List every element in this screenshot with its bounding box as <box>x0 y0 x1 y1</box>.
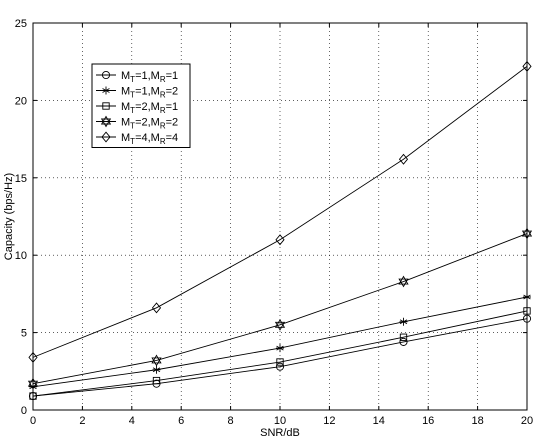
series-5 <box>28 60 532 363</box>
x-tick-label: 8 <box>228 415 234 427</box>
data-point <box>28 351 38 363</box>
data-point <box>522 314 532 323</box>
data-point <box>399 333 408 341</box>
y-axis-label: Capacity (bps/Hz) <box>3 173 15 260</box>
data-point <box>276 344 284 353</box>
x-axis-label: SNR/dB <box>260 427 300 439</box>
series-line <box>32 318 528 397</box>
data-point <box>523 292 531 301</box>
y-tick-label: 15 <box>15 173 27 185</box>
series-4 <box>27 227 533 390</box>
series-line <box>32 65 528 358</box>
x-tick-label: 10 <box>274 415 286 427</box>
legend-label: MT=2,MR=1 <box>121 101 178 115</box>
y-tick-label: 25 <box>15 18 27 30</box>
x-tick-label: 20 <box>521 415 533 427</box>
legend-label: MT=1,MR=1 <box>121 70 178 84</box>
series-group <box>27 60 533 401</box>
legend-entry: MT=2,MR=1 <box>96 101 178 115</box>
x-tick-label: 16 <box>422 415 434 427</box>
data-point <box>521 227 533 240</box>
legend-marker <box>101 70 111 80</box>
data-point <box>152 365 161 374</box>
data-point <box>399 317 408 326</box>
legend-marker <box>102 86 110 95</box>
legend-entry: MT=4,MR=4 <box>96 131 178 146</box>
x-tick-label: 6 <box>178 415 184 427</box>
axis-ticks: 0 2 4 6 8 10 12 14 16 18 20 0 5 10 15 20 25 <box>15 18 533 427</box>
legend-marker <box>100 115 112 128</box>
data-point <box>398 153 409 165</box>
data-point <box>27 377 39 390</box>
legend: MT=1,MR=1 MT=1,MR=2MT=2,MR=1 MT=2,MR=2MT=4… <box>91 63 191 148</box>
data-point <box>275 362 285 371</box>
legend-marker <box>102 102 110 110</box>
y-tick-label: 10 <box>15 250 27 262</box>
data-point <box>522 60 532 72</box>
legend-label: MT=1,MR=2 <box>121 86 178 100</box>
data-point <box>399 337 408 346</box>
series-line <box>32 310 528 397</box>
data-point <box>523 307 531 315</box>
x-tick-label: 12 <box>323 415 335 427</box>
data-point <box>151 354 162 367</box>
data-point <box>275 234 285 246</box>
legend-entry: MT=2,MR=2 <box>96 115 178 131</box>
x-tick-label: 18 <box>471 415 483 427</box>
y-tick-label: 0 <box>21 405 27 417</box>
data-point <box>274 318 286 331</box>
data-point <box>152 376 161 385</box>
y-tick-label: 20 <box>15 95 27 107</box>
legend-entry: MT=1,MR=2 <box>96 86 178 100</box>
x-tick-label: 14 <box>373 415 385 427</box>
legend-marker <box>101 131 111 143</box>
legend-label: MT=2,MR=2 <box>121 117 178 131</box>
data-point <box>151 302 162 314</box>
series-line <box>32 233 528 385</box>
x-tick-label: 4 <box>129 415 135 427</box>
y-tick-label: 5 <box>21 328 27 340</box>
legend-entry: MT=1,MR=1 <box>96 70 178 84</box>
legend-label: MT=4,MR=4 <box>121 132 178 146</box>
x-tick-label: 0 <box>30 415 36 427</box>
data-point <box>398 275 409 288</box>
data-point <box>276 358 284 366</box>
x-tick-label: 2 <box>79 415 85 427</box>
data-point <box>29 392 37 400</box>
series-3 <box>29 307 531 400</box>
